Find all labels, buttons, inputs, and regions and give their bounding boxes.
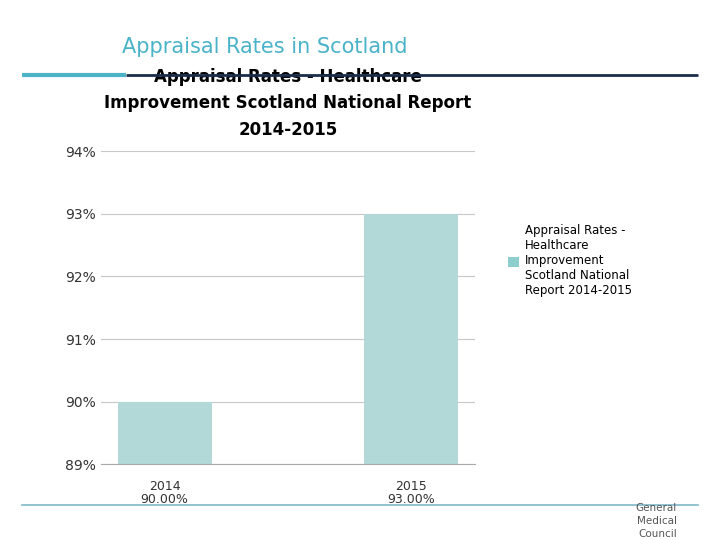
- Bar: [364, 214, 458, 540]
- Text: 2015: 2015: [395, 480, 427, 493]
- Title: Appraisal Rates - Healthcare
Improvement Scotland National Report
2014-2015: Appraisal Rates - Healthcare Improvement…: [104, 68, 472, 139]
- Text: 2014: 2014: [149, 480, 181, 493]
- Text: General
Medical
Council: General Medical Council: [636, 503, 677, 539]
- Legend: Appraisal Rates -
Healthcare
Improvement
Scotland National
Report 2014-2015: Appraisal Rates - Healthcare Improvement…: [503, 220, 636, 302]
- Text: 93.00%: 93.00%: [387, 492, 435, 505]
- Text: Appraisal Rates in Scotland: Appraisal Rates in Scotland: [122, 37, 408, 57]
- Bar: [118, 402, 212, 540]
- Text: 90.00%: 90.00%: [140, 492, 189, 505]
